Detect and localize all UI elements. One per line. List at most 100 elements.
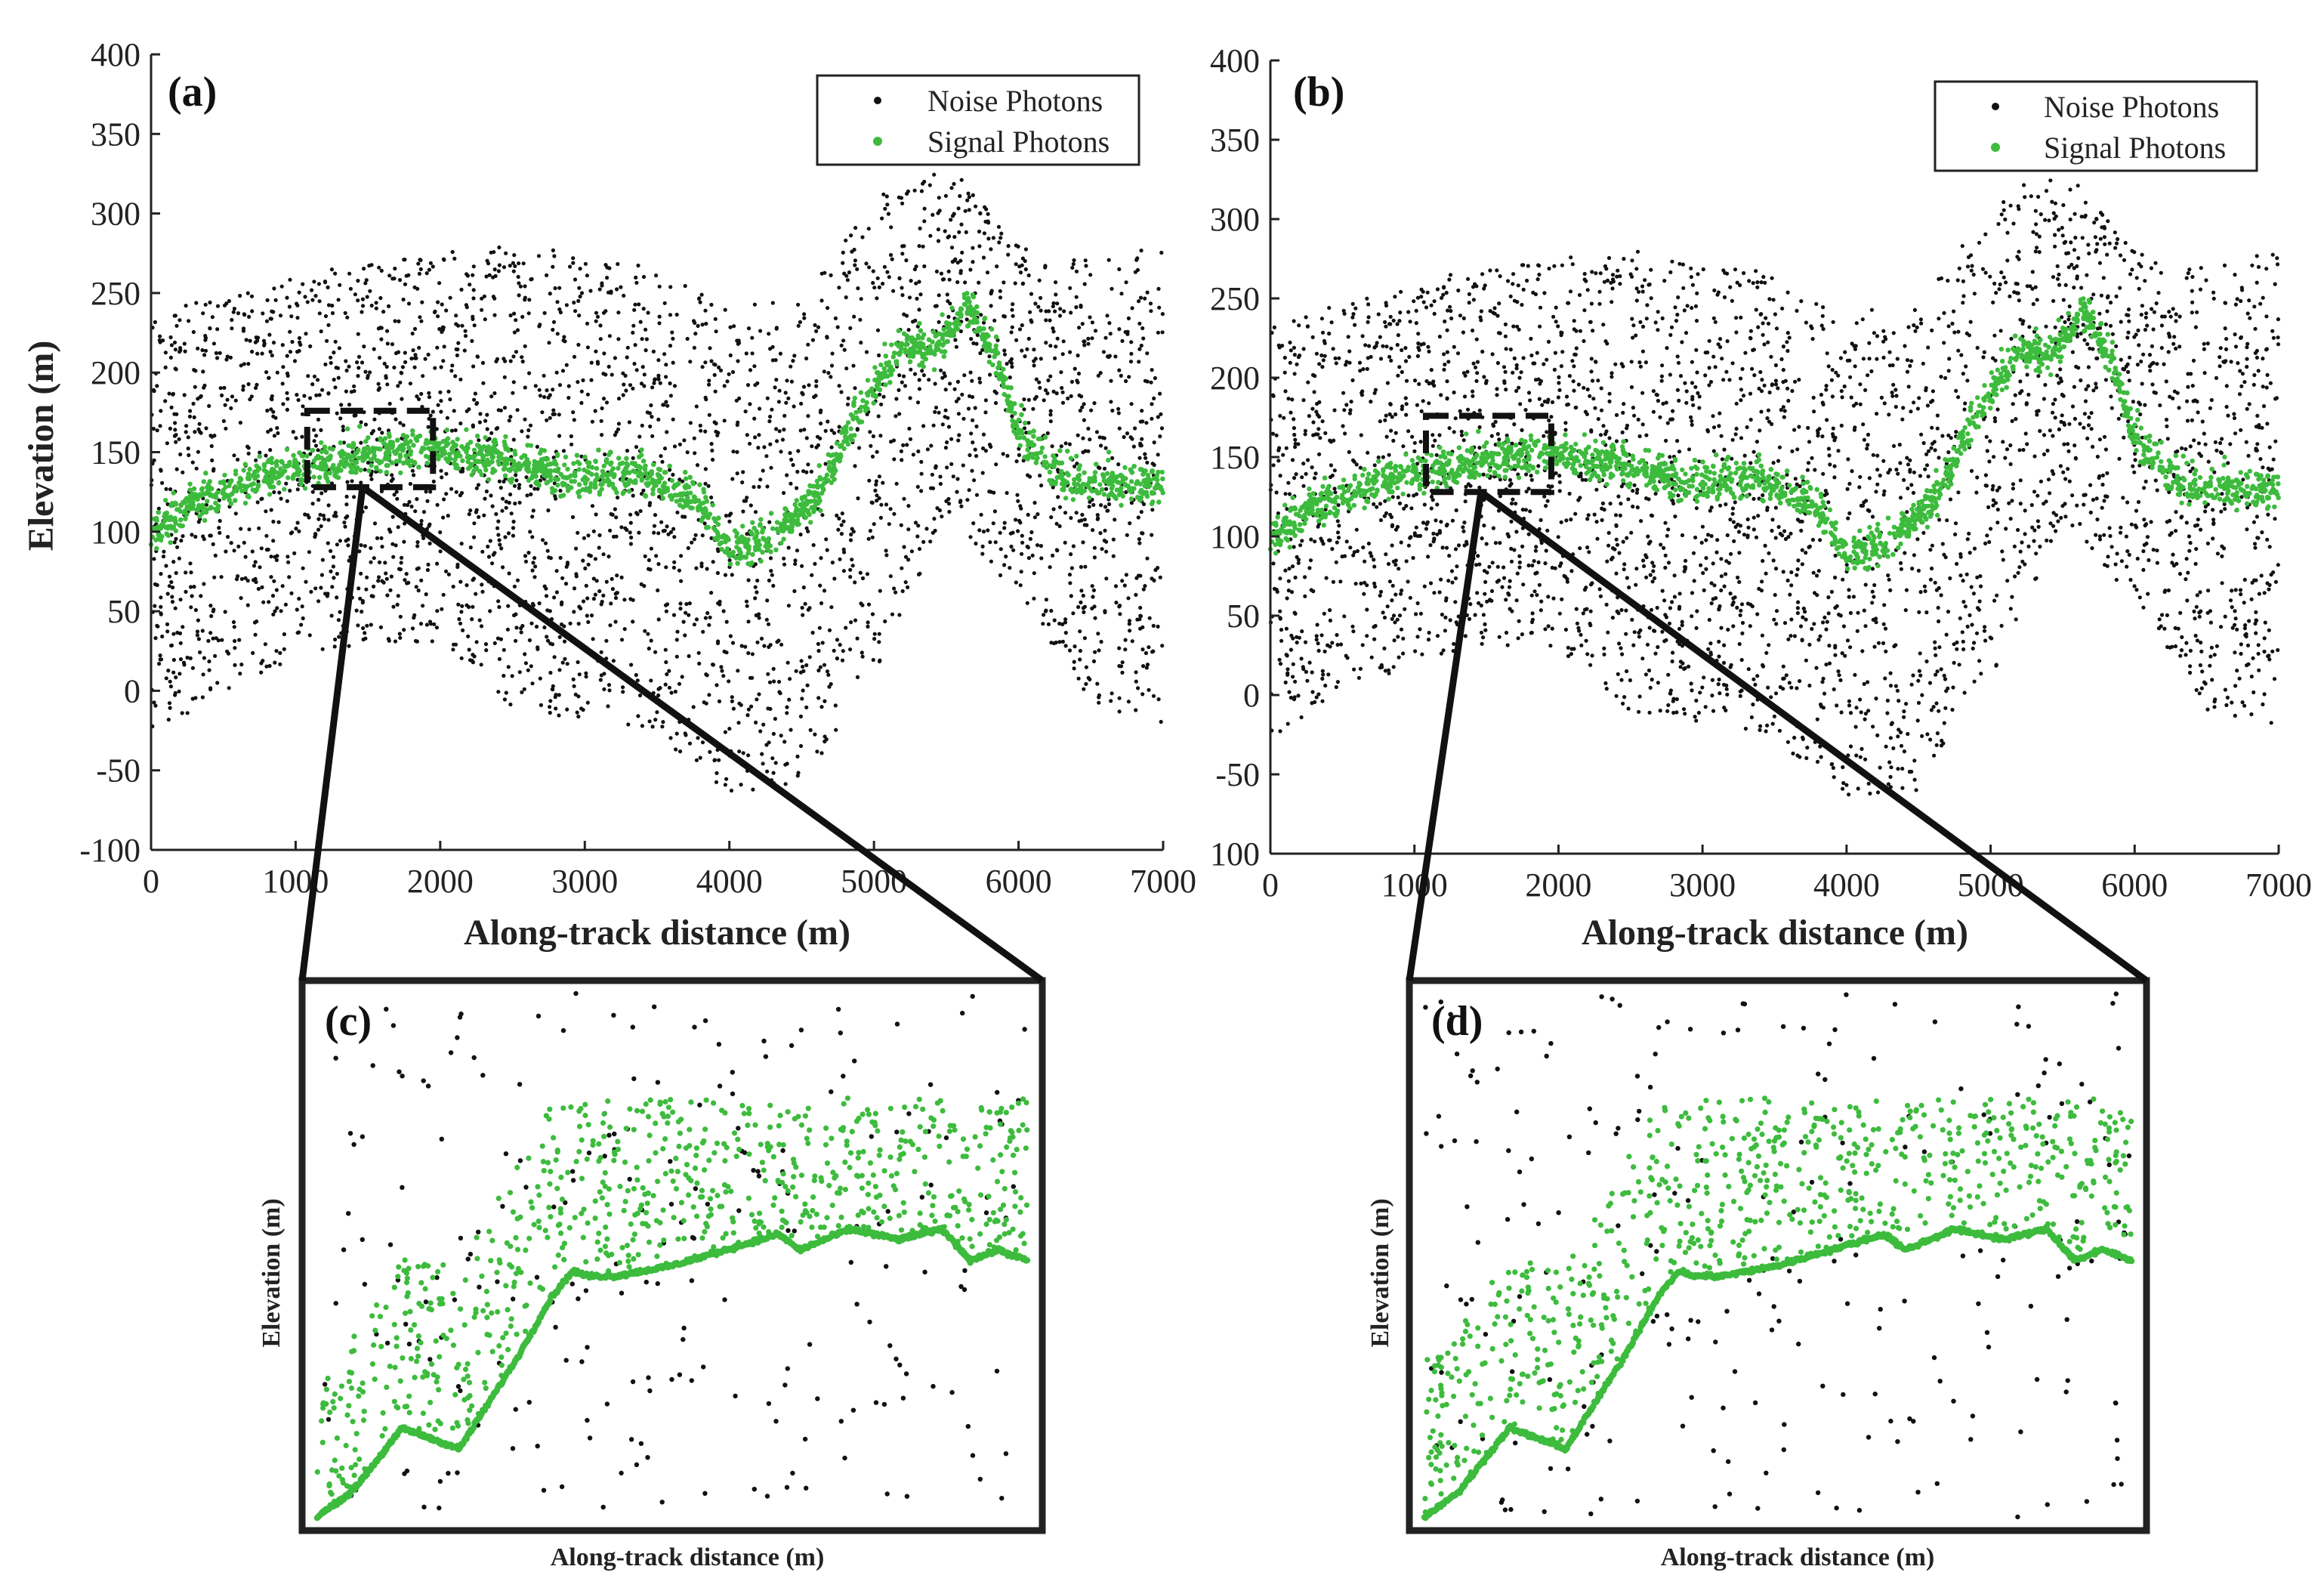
noise-photon bbox=[572, 418, 576, 422]
noise-photon bbox=[527, 638, 532, 643]
noise-photon bbox=[796, 323, 801, 328]
signal-photon bbox=[750, 520, 755, 525]
noise-photon bbox=[875, 499, 879, 503]
noise-photon bbox=[1052, 618, 1057, 622]
noise-photon bbox=[986, 212, 990, 216]
noise-photon bbox=[892, 511, 897, 516]
noise-photon bbox=[508, 415, 513, 419]
noise-photon bbox=[551, 388, 555, 392]
noise-photon bbox=[714, 421, 718, 426]
noise-photon bbox=[376, 579, 381, 583]
noise-photon bbox=[1026, 273, 1031, 278]
noise-photon bbox=[646, 310, 650, 315]
noise-photon bbox=[869, 500, 874, 505]
noise-photon bbox=[907, 295, 912, 300]
noise-photon bbox=[426, 425, 431, 429]
noise-photon bbox=[208, 533, 212, 538]
noise-photon bbox=[903, 555, 909, 559]
noise-photon bbox=[717, 365, 721, 369]
noise-photon bbox=[325, 594, 329, 598]
noise-photon bbox=[1160, 644, 1165, 648]
noise-photon bbox=[224, 426, 228, 431]
noise-photon bbox=[606, 704, 610, 709]
noise-photon bbox=[295, 607, 299, 612]
noise-photon bbox=[1141, 336, 1146, 341]
noise-photon bbox=[914, 281, 918, 286]
noise-photon bbox=[656, 617, 661, 622]
noise-photon bbox=[855, 675, 860, 680]
noise-photon bbox=[681, 514, 685, 519]
noise-photon bbox=[238, 293, 242, 298]
noise-photon bbox=[526, 668, 530, 672]
noise-photon bbox=[1091, 659, 1097, 664]
noise-photon bbox=[502, 479, 506, 484]
noise-photon bbox=[641, 274, 647, 280]
noise-photon bbox=[199, 431, 203, 435]
noise-photon bbox=[1022, 407, 1026, 412]
noise-photon bbox=[1130, 639, 1134, 644]
noise-photon bbox=[786, 545, 791, 550]
noise-photon bbox=[965, 498, 970, 502]
noise-photon bbox=[479, 624, 484, 629]
noise-photon bbox=[171, 560, 176, 564]
noise-photon bbox=[548, 556, 554, 561]
noise-photon bbox=[969, 337, 974, 341]
noise-photon bbox=[495, 425, 500, 431]
noise-photon bbox=[755, 640, 760, 644]
noise-photon bbox=[945, 292, 949, 297]
noise-photon bbox=[1159, 412, 1163, 416]
noise-photon bbox=[668, 381, 672, 386]
noise-photon bbox=[1117, 327, 1122, 332]
noise-photon bbox=[674, 312, 679, 317]
noise-photon bbox=[616, 397, 622, 401]
noise-photon bbox=[203, 348, 208, 353]
noise-photon bbox=[777, 429, 782, 434]
noise-photon bbox=[912, 372, 918, 376]
noise-photon bbox=[435, 561, 440, 566]
noise-photon bbox=[165, 622, 170, 627]
noise-photon bbox=[496, 269, 502, 273]
signal-photon bbox=[710, 502, 715, 508]
noise-photon bbox=[569, 442, 574, 446]
noise-photon bbox=[981, 255, 986, 260]
noise-photon bbox=[585, 321, 590, 326]
noise-photon bbox=[650, 434, 655, 438]
noise-photon bbox=[842, 348, 847, 352]
noise-photon bbox=[1097, 435, 1102, 440]
noise-photon bbox=[748, 503, 753, 508]
noise-photon bbox=[946, 314, 951, 319]
noise-photon bbox=[542, 584, 547, 589]
signal-photon bbox=[582, 467, 587, 473]
noise-photon bbox=[827, 628, 832, 632]
noise-photon bbox=[753, 562, 758, 567]
noise-photon bbox=[1131, 444, 1136, 449]
noise-photon bbox=[403, 282, 408, 286]
noise-photon bbox=[902, 545, 906, 549]
noise-photon bbox=[697, 661, 702, 666]
noise-photon bbox=[553, 695, 557, 700]
noise-photon bbox=[536, 254, 542, 258]
noise-photon bbox=[264, 370, 269, 375]
signal-photon bbox=[781, 536, 786, 542]
noise-photon bbox=[959, 222, 964, 227]
noise-photon bbox=[209, 613, 214, 619]
noise-photon bbox=[551, 264, 555, 269]
noise-photon bbox=[1110, 408, 1115, 413]
noise-photon bbox=[956, 412, 961, 416]
noise-photon bbox=[838, 557, 842, 561]
noise-photon bbox=[296, 397, 301, 403]
noise-photon bbox=[832, 648, 836, 653]
signal-photon bbox=[302, 486, 308, 491]
noise-photon bbox=[739, 644, 744, 648]
noise-photon bbox=[520, 355, 524, 360]
noise-photon bbox=[736, 359, 740, 363]
noise-photon bbox=[250, 309, 255, 314]
noise-photon bbox=[1076, 604, 1081, 610]
noise-photon bbox=[298, 342, 303, 347]
noise-photon bbox=[577, 604, 582, 609]
noise-photon bbox=[545, 638, 551, 643]
noise-photon bbox=[1082, 402, 1086, 406]
noise-photon bbox=[173, 366, 177, 371]
noise-photon bbox=[875, 449, 879, 454]
noise-photon bbox=[955, 477, 960, 481]
